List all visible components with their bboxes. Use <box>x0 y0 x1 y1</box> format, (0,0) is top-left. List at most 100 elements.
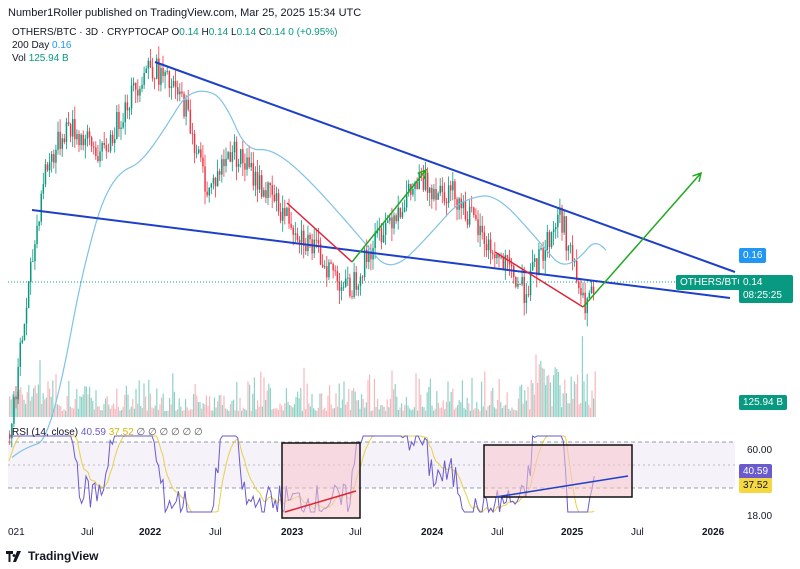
volume-bar <box>391 370 393 417</box>
volume-bar <box>319 393 321 417</box>
volume-bar <box>509 410 511 417</box>
candle-body <box>265 190 267 198</box>
ma-legend[interactable]: 200 Day 0.16 <box>12 40 72 51</box>
volume-bar <box>12 394 14 417</box>
candle-body <box>19 342 21 367</box>
candle-body <box>324 266 326 268</box>
volume-bar <box>506 392 508 417</box>
volume-bar <box>258 406 260 417</box>
volume-bar <box>241 410 243 417</box>
lower-wedge-trendline <box>31 209 731 299</box>
candle-body <box>244 163 246 170</box>
volume-bar <box>231 400 233 417</box>
volume-bar <box>295 397 297 417</box>
volume-bar <box>300 387 302 417</box>
volume-bar <box>439 408 441 417</box>
volume-bar <box>561 407 563 417</box>
volume-bar <box>340 407 342 417</box>
volume-bar <box>316 410 318 417</box>
candle-body <box>353 272 355 297</box>
volume-bar <box>247 381 249 417</box>
tradingview-logo[interactable]: TradingView <box>6 549 98 563</box>
volume-bar <box>399 407 401 417</box>
candle-body <box>143 72 145 85</box>
candle-body <box>555 227 557 230</box>
candle-body <box>11 423 13 439</box>
candle-body <box>550 232 553 248</box>
volume-bar <box>141 407 143 417</box>
candle-body <box>559 207 561 215</box>
candle-body <box>578 281 580 289</box>
volume-bar <box>157 409 159 417</box>
volume-bar <box>357 399 359 417</box>
candle-body <box>534 258 536 262</box>
volume-bar <box>178 398 180 417</box>
vol-legend[interactable]: Vol 125.94 B <box>12 53 69 64</box>
candle-body <box>74 119 76 140</box>
volume-bar <box>234 410 236 417</box>
volume-bar <box>148 379 150 417</box>
volume-bar <box>34 385 36 417</box>
volume-bar <box>455 407 457 417</box>
volume-bar <box>473 409 475 417</box>
volume-bar <box>305 408 307 417</box>
candle-body <box>277 193 280 212</box>
volume-bar <box>20 387 22 417</box>
volume-bar <box>567 403 569 417</box>
volume-bar <box>333 408 335 417</box>
candle-body <box>172 81 175 87</box>
volume-bar <box>17 391 19 417</box>
rsi-legend[interactable]: RSI (14, close) 40.59 37.52 ∅ ∅ ∅ ∅ ∅ ∅ <box>12 427 203 438</box>
last-price-tag: 0.14 08:25:25 <box>739 275 793 303</box>
candle-body <box>137 89 139 96</box>
candle-body <box>174 81 177 88</box>
candle-body <box>340 287 343 291</box>
rsi-divergence-box-2025 <box>483 444 633 498</box>
volume-bar <box>10 399 12 417</box>
volume-bar <box>461 380 463 417</box>
volume-bar <box>359 408 361 417</box>
candle-body <box>519 283 521 285</box>
volume-bar <box>447 381 449 417</box>
candle-body <box>450 185 452 191</box>
volume-bar <box>185 399 187 417</box>
volume-bar <box>186 407 188 417</box>
volume-bar <box>132 399 134 417</box>
volume-bar <box>484 371 486 417</box>
candle-body <box>61 138 63 149</box>
volume-bar <box>517 398 519 417</box>
volume-bar <box>133 408 135 417</box>
candle-body <box>334 270 336 272</box>
volume-bar <box>385 410 387 417</box>
candle-body <box>576 260 578 282</box>
candle-body <box>72 119 74 137</box>
volume-bar <box>207 405 209 417</box>
volume-bar <box>413 407 415 417</box>
volume-bar <box>290 405 292 417</box>
candle-body <box>126 102 129 111</box>
symbol-name[interactable]: OTHERS/BTC · 3D · CRYPTOCAP <box>12 27 169 38</box>
volume-bar <box>255 409 257 417</box>
candle-body <box>393 215 395 229</box>
time-axis-label: 2022 <box>139 527 162 538</box>
volume-bar <box>501 407 503 417</box>
volume-bar <box>55 374 57 417</box>
volume-bar <box>122 406 124 417</box>
candle-body <box>479 225 481 236</box>
candle-body <box>261 175 263 197</box>
volume-bar <box>175 410 177 417</box>
candle-body <box>76 133 78 140</box>
candle-body <box>382 234 385 243</box>
candle-body <box>40 193 42 222</box>
candle-body <box>546 231 549 251</box>
candle-body <box>395 215 397 222</box>
volume-bar <box>495 408 497 417</box>
candle-body <box>544 250 546 261</box>
volume-bar <box>529 409 531 417</box>
volume-bar <box>593 398 595 417</box>
candle-body <box>69 124 72 137</box>
volume-bar <box>261 406 263 417</box>
candle-body <box>269 182 271 186</box>
volume-bar <box>549 382 551 417</box>
